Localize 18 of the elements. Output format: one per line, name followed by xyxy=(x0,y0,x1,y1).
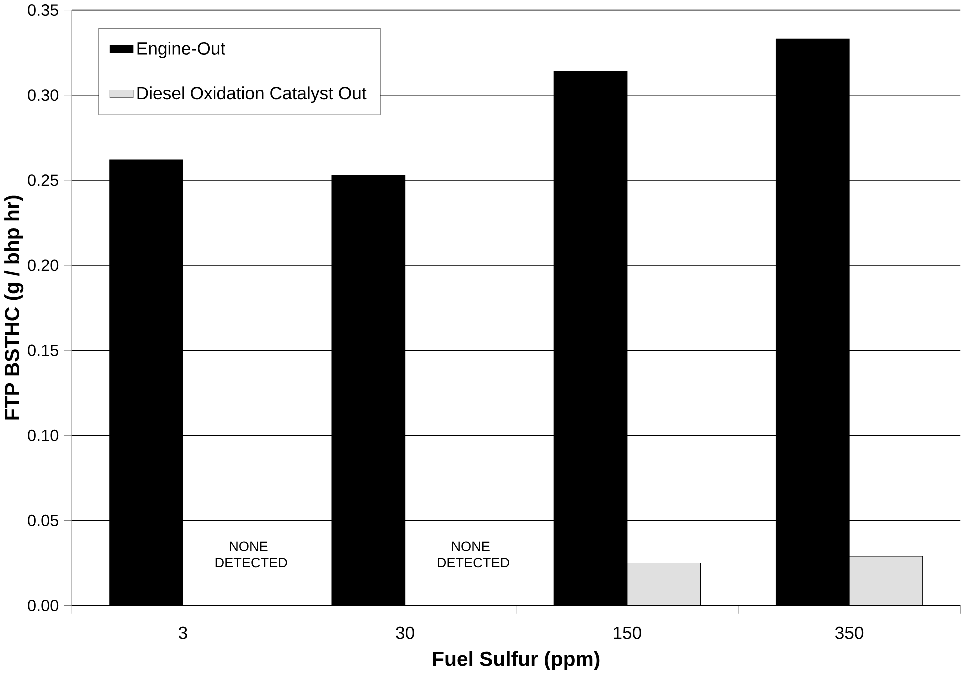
y-tick-label: 0.35 xyxy=(28,4,59,16)
x-tick-label: 150 xyxy=(614,626,642,640)
y-tick-label: 0.00 xyxy=(28,600,59,612)
x-axis-title: Fuel Sulfur (ppm) xyxy=(433,651,600,670)
y-tick-label: 0.30 xyxy=(28,90,59,102)
annotation: NONE DETECTED xyxy=(216,542,288,568)
y-tick-label: 0.25 xyxy=(28,174,59,186)
y-tick-label: 0.15 xyxy=(28,344,59,356)
legend-label: Engine-Out xyxy=(138,42,226,58)
legend-label: Diesel Oxidation Catalyst Out xyxy=(138,86,367,104)
y-tick-label: 0.10 xyxy=(28,430,59,442)
y-tick-label: 0.20 xyxy=(28,260,59,272)
x-tick-label: 3 xyxy=(178,626,188,640)
x-tick-label: 350 xyxy=(836,626,864,640)
y-tick-label: 0.05 xyxy=(28,514,59,526)
y-axis-title: FTP BSTHC (g / bhp hr) xyxy=(4,196,24,420)
annotation: NONE DETECTED xyxy=(438,542,510,568)
x-tick-label: 30 xyxy=(396,626,414,640)
